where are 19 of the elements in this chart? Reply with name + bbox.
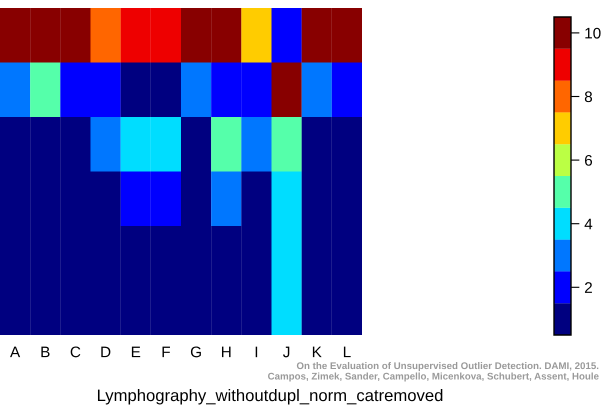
color-bar-label: 6 [584,154,592,166]
x-tick-label: H [222,346,231,358]
x-tick-label: G [190,346,201,358]
color-bar-label: 2 [584,282,592,293]
color-bar-label: 8 [584,91,592,102]
x-axis-title: Lymphography_withoutdupl_norm_catremoved [98,388,442,404]
x-tick-label: A [10,346,20,358]
x-tick-label: J [283,346,290,358]
x-tick-label: I [256,346,258,358]
x-tick-label: D [101,346,110,358]
x-tick-label: B [41,346,50,358]
color-bar-label: 4 [584,218,592,230]
x-tick-label: F [162,346,170,358]
x-tick-label: E [132,346,140,358]
x-tick-label: C [70,346,80,358]
x-tick-label: K [312,346,322,358]
text: On the Evaluation of Unsupervised Outlier Detection. DAMI, 2015. Campos, Zimek, Sander, Campello, Micenkova, Schubert, Assent, Houle [268,362,599,382]
color-bar-label: 10 [585,28,601,39]
x-tick-label: L [344,346,351,358]
